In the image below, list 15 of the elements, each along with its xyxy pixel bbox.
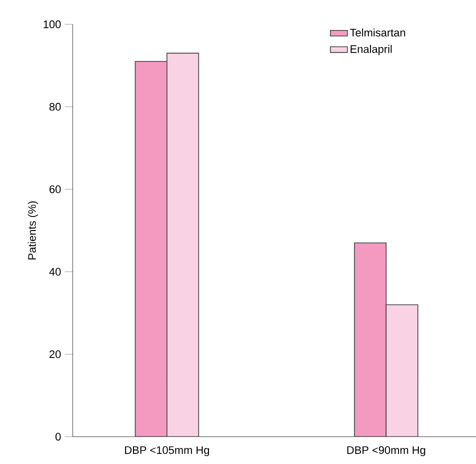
bar <box>386 304 418 437</box>
legend-label: Enalapril <box>350 44 392 56</box>
y-tick-label: 0 <box>56 432 61 441</box>
y-tick-label: 20 <box>50 350 61 358</box>
bar <box>354 242 387 437</box>
y-tick-label: 60 <box>50 185 61 194</box>
bar <box>134 61 168 437</box>
y-tick-label: 100 <box>44 20 61 28</box>
y-tick-label: 80 <box>49 102 61 111</box>
legend-label: Telmisartan <box>350 28 406 37</box>
x-tick-label: DBP <105mm Hg <box>125 446 210 456</box>
x-tick-label: DBP <90mm Hg <box>347 446 426 456</box>
y-axis-title: Patients (%) <box>28 201 38 260</box>
bar <box>166 52 200 437</box>
y-tick-label: 40 <box>49 268 61 276</box>
